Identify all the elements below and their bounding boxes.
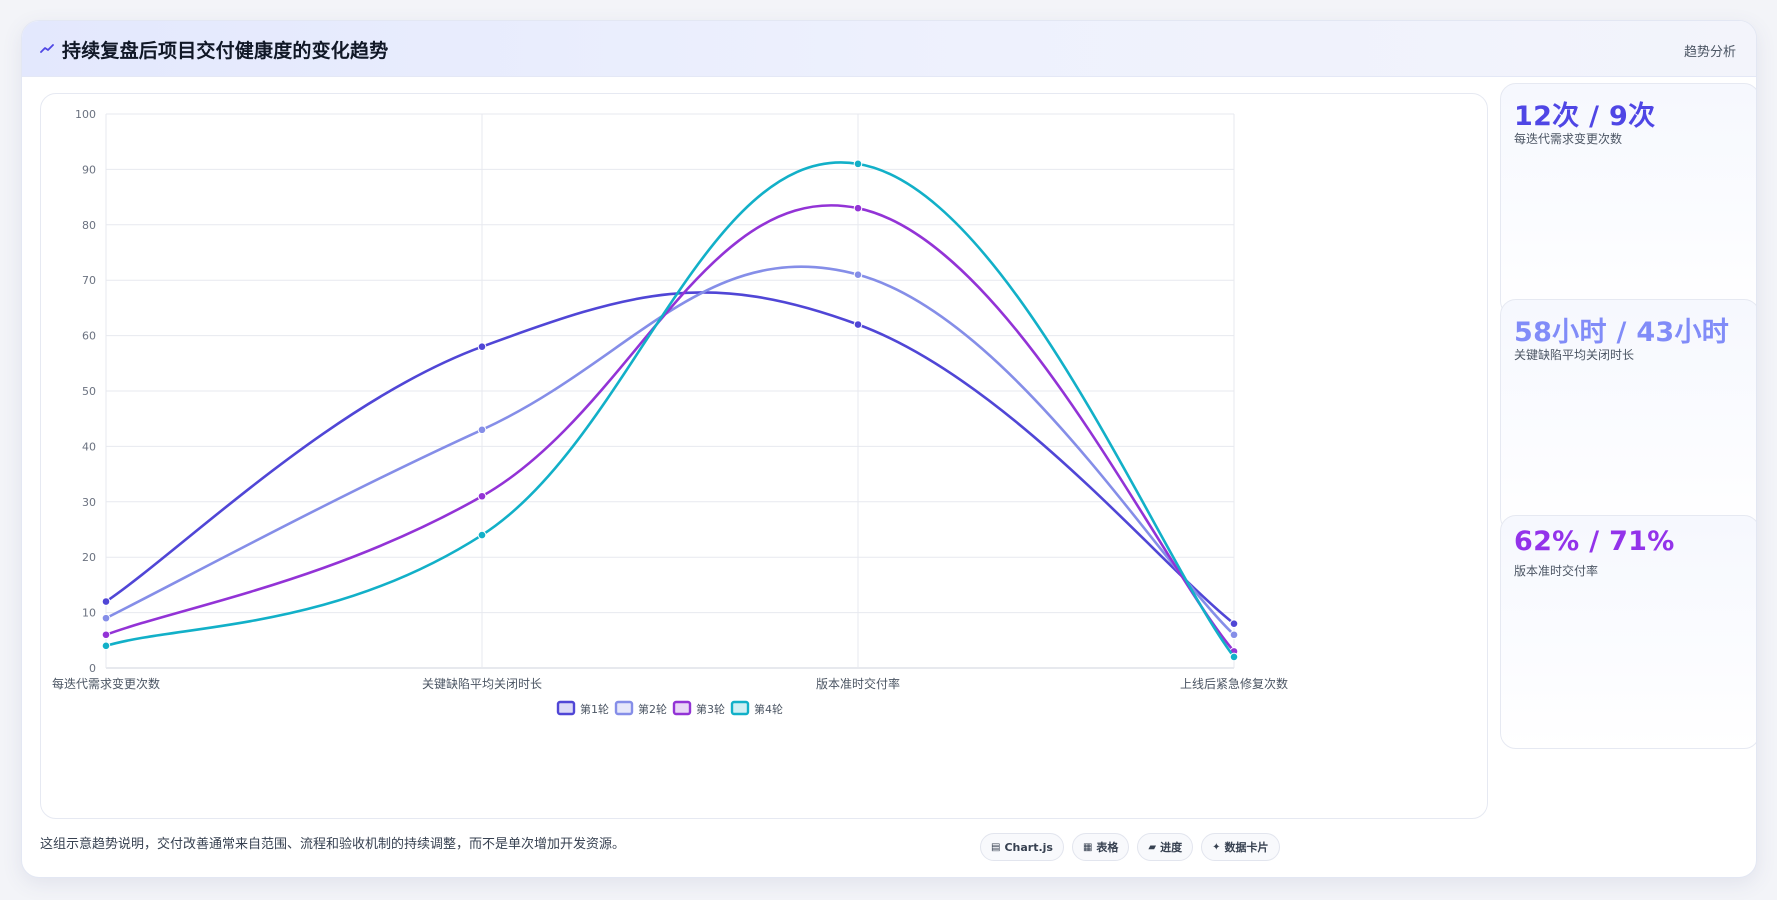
- page-title: 持续复盘后项目交付健康度的变化趋势: [62, 40, 389, 62]
- chart-icon: ▤: [991, 841, 1001, 853]
- trend-line-icon: [40, 44, 54, 53]
- chart-panel: 0 10 20 30 40 50 60 70 80 90 100 每迭代需求变更次数 关键缺陷平均关闭时…: [40, 93, 1488, 819]
- y-tick-label: 10: [82, 607, 96, 620]
- legend-swatch: [730, 700, 750, 716]
- data-point: [1229, 619, 1239, 628]
- dashboard-card: 持续复盘后项目交付健康度的变化趋势 趋势分析 0 10 20 30 40 50 60 70 80…: [21, 20, 1757, 878]
- y-tick-label: 70: [82, 274, 96, 287]
- x-tick-label: 关键缺陷平均关闭时长: [422, 676, 542, 691]
- line-chart: 0 10 20 30 40 50 60 70 80 90 100 每迭代需求变更次数 关键缺陷平均关闭时…: [52, 108, 1288, 716]
- pill-data-card[interactable]: ✦ 数据卡片: [1201, 833, 1280, 861]
- card-header: 持续复盘后项目交付健康度的变化趋势 趋势分析: [22, 21, 1756, 77]
- series-line: [105, 265, 1235, 636]
- data-point: [477, 342, 487, 351]
- legend-label: 第1轮: [580, 702, 609, 716]
- feature-pills: ▤ Chart.js ▦ 表格 ▰ 进度 ✦ 数据卡片: [980, 833, 1280, 861]
- legend-swatch: [614, 700, 634, 716]
- y-tick-label: 90: [82, 163, 96, 176]
- table-icon: ▦: [1082, 841, 1093, 853]
- y-tick-label: 100: [75, 108, 96, 121]
- stat-value: 62% / 71%: [1514, 526, 1675, 557]
- x-tick-label: 版本准时交付率: [816, 676, 900, 691]
- data-point: [477, 425, 487, 435]
- data-point: [853, 320, 863, 329]
- stat-label: 每迭代需求变更次数: [1514, 132, 1623, 146]
- y-tick-label: 60: [82, 330, 96, 343]
- data-point: [853, 203, 863, 213]
- pill-progress[interactable]: ▰ 进度: [1137, 833, 1194, 861]
- legend-label: 第2轮: [638, 702, 667, 716]
- x-tick-label: 上线后紧急修复次数: [1180, 676, 1288, 691]
- legend-label: 第3轮: [696, 702, 725, 716]
- pill-label: 数据卡片: [1224, 841, 1269, 854]
- series-line: [105, 204, 1235, 653]
- card-icon: ✦: [1212, 841, 1221, 853]
- stat-card-requirement-changes: 12次 / 9次 每迭代需求变更次数: [1500, 83, 1756, 317]
- footer-note: 这组示意趋势说明，交付改善通常来自范围、流程和验收机制的持续调整，而不是单次增加…: [40, 837, 626, 852]
- stat-value: 12次 / 9次: [1514, 101, 1656, 132]
- data-point: [477, 530, 487, 540]
- y-tick-label: 20: [82, 551, 96, 564]
- y-tick-label: 40: [82, 440, 96, 453]
- stat-card-defect-close-time: 58小时 / 43小时 关键缺陷平均关闭时长: [1500, 299, 1756, 533]
- pill-chartjs[interactable]: ▤ Chart.js: [980, 833, 1064, 861]
- pill-label: Chart.js: [1004, 840, 1053, 854]
- data-point: [1229, 652, 1239, 662]
- stat-card-on-time-rate: 62% / 71% 版本准时交付率: [1500, 515, 1756, 749]
- data-point: [101, 613, 111, 623]
- stat-label: 关键缺陷平均关闭时长: [1514, 348, 1635, 362]
- data-point: [101, 597, 111, 606]
- progress-icon: ▰: [1148, 841, 1157, 853]
- pill-label: 表格: [1096, 841, 1119, 854]
- y-tick-label: 80: [82, 219, 96, 232]
- series-line: [105, 291, 1235, 625]
- pill-label: 进度: [1160, 841, 1183, 854]
- y-tick-label: 50: [82, 385, 96, 398]
- data-point: [101, 630, 111, 640]
- section-tag: 趋势分析: [1683, 45, 1736, 60]
- series-line: [105, 161, 1236, 658]
- data-point: [1229, 630, 1239, 640]
- data-point: [101, 641, 111, 651]
- legend-swatch: [672, 700, 692, 716]
- legend-label: 第4轮: [754, 702, 783, 716]
- pill-table[interactable]: ▦ 表格: [1071, 833, 1130, 861]
- legend-swatch: [556, 700, 576, 716]
- stat-label: 版本准时交付率: [1514, 564, 1599, 578]
- x-tick-label: 每迭代需求变更次数: [52, 676, 160, 691]
- data-point: [477, 491, 487, 501]
- data-point: [853, 159, 863, 169]
- data-point: [853, 270, 863, 279]
- y-tick-label: 0: [89, 662, 96, 675]
- stat-value: 58小时 / 43小时: [1514, 317, 1730, 348]
- y-tick-label: 30: [82, 496, 96, 509]
